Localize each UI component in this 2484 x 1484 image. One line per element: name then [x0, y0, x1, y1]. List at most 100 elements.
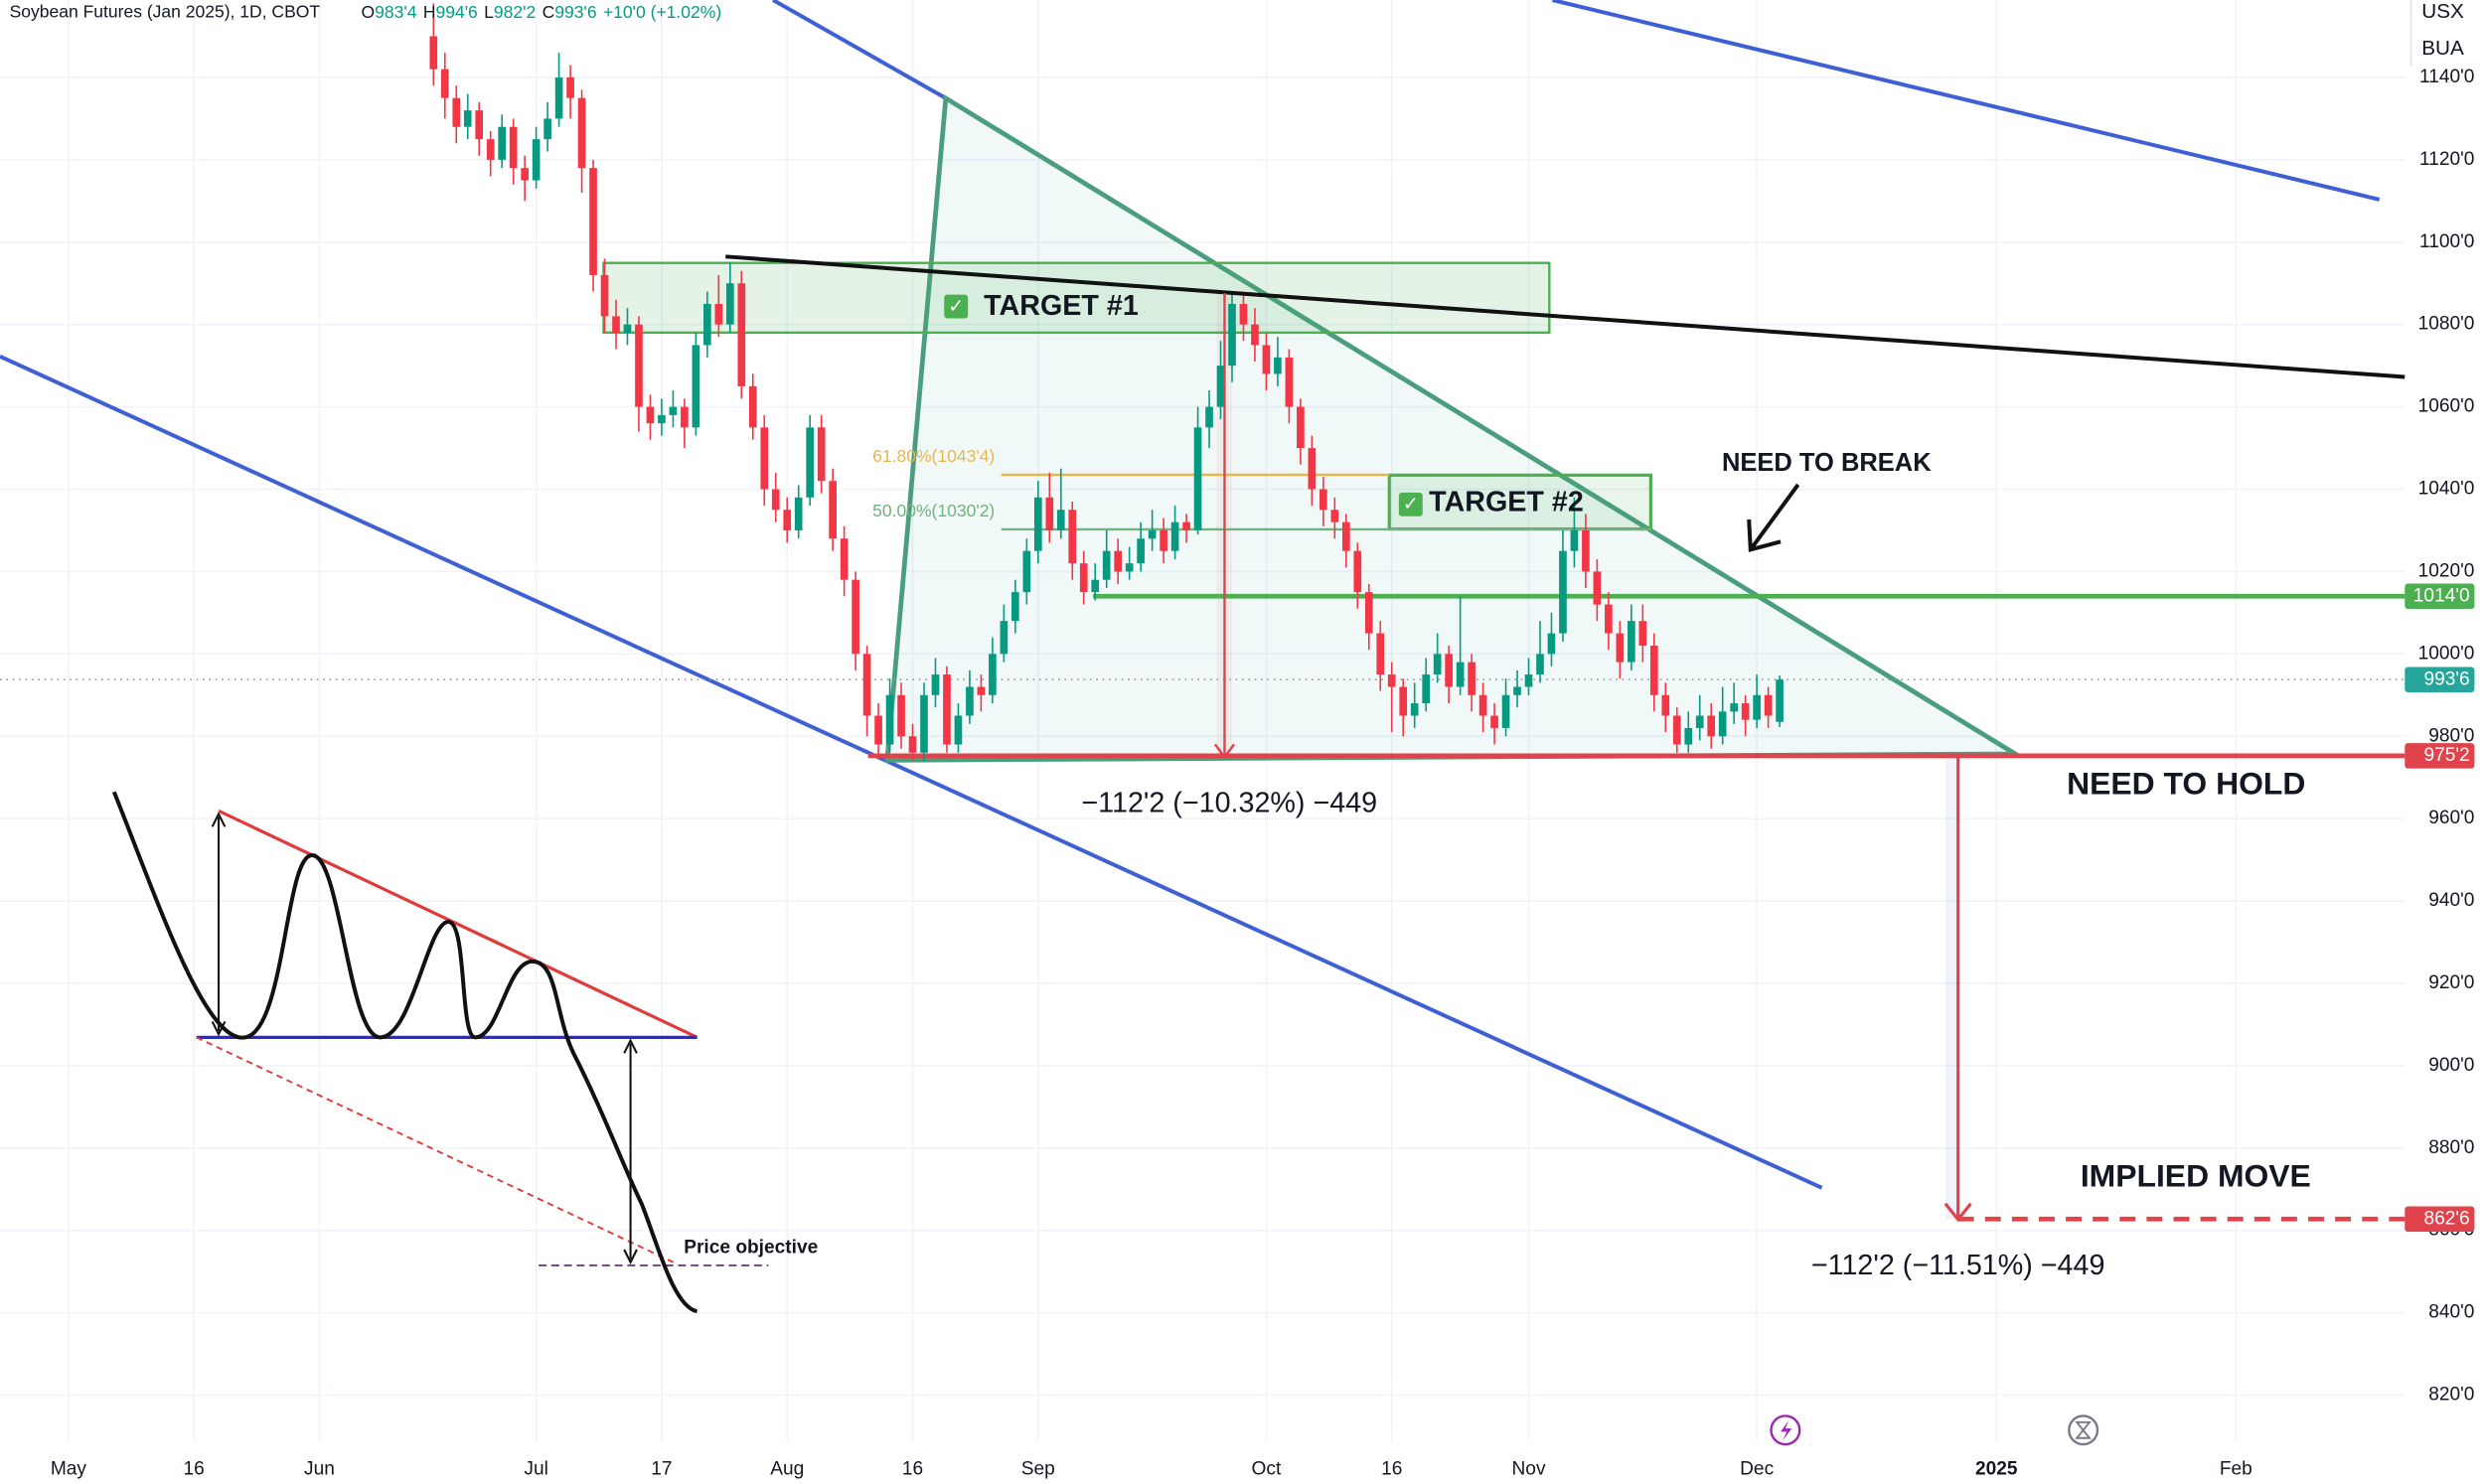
x-tick-label: Feb	[2220, 1459, 2252, 1480]
candle-body	[1490, 715, 1498, 728]
price-label: 1014'0	[2413, 585, 2470, 606]
ohlc-key: O	[362, 1, 376, 21]
candle-body	[589, 168, 597, 275]
price-label-box	[2405, 583, 2475, 610]
candle-body	[1422, 674, 1431, 704]
price-label-box	[2405, 667, 2475, 692]
candle-body	[1649, 646, 1658, 695]
y-tick-label: 1000'0	[2418, 643, 2475, 664]
check-icon	[944, 294, 969, 319]
candle-body	[794, 497, 803, 530]
candle-body	[532, 139, 541, 181]
candle-body	[1718, 711, 1727, 737]
x-tick-label: 16	[1381, 1459, 1402, 1480]
candle-body	[1570, 529, 1579, 551]
candle-body	[1274, 357, 1282, 374]
y-tick-label: 920'0	[2428, 972, 2474, 993]
candle-body	[1730, 703, 1739, 712]
x-tick-label: Jun	[304, 1459, 335, 1480]
target-label: TARGET #2	[1429, 487, 1584, 519]
candle-body	[703, 303, 711, 346]
candle-body	[908, 736, 917, 753]
candle-body	[658, 414, 666, 424]
candle-body	[1205, 406, 1213, 428]
candle-body	[897, 694, 905, 737]
change: +10'0 (+1.02%)	[603, 1, 721, 21]
candles	[429, 3, 1784, 762]
candle-body	[1387, 674, 1396, 687]
event-icon[interactable]	[1770, 1414, 1801, 1446]
candle-body	[440, 69, 449, 98]
event-icon-glyph	[2075, 1420, 2092, 1439]
candle-body	[1536, 654, 1544, 675]
candle-body	[1376, 633, 1385, 675]
channel-line	[772, 0, 947, 100]
candle-body	[543, 118, 551, 140]
pointer-arrow	[1749, 483, 1800, 551]
candle-body	[1433, 654, 1442, 675]
annotation: NEED TO HOLD	[2067, 765, 2305, 801]
candle-body	[1672, 715, 1681, 745]
pattern-inset: Price objective	[111, 791, 818, 1314]
candle-body	[429, 36, 438, 70]
candle-body	[1764, 694, 1773, 716]
inset-curve	[111, 791, 699, 1314]
candle-body	[760, 427, 769, 490]
price-label: 862'6	[2423, 1208, 2469, 1229]
ohlc-key: C	[543, 1, 555, 21]
target-label: TARGET #1	[984, 290, 1139, 322]
candle-body	[783, 510, 792, 530]
event-icon[interactable]	[2068, 1414, 2099, 1446]
x-tick-label: 16	[902, 1459, 923, 1480]
candle-body	[1456, 662, 1465, 687]
candle-body	[725, 283, 734, 325]
candle-body	[989, 654, 997, 695]
candle-body	[1000, 621, 1009, 655]
currency[interactable]: USX	[2421, 0, 2464, 23]
x-tick-label: Dec	[1740, 1459, 1774, 1480]
measure-label: −112'2 (−10.32%) −449	[1081, 788, 1377, 819]
candle-body	[1445, 654, 1453, 687]
candle-body	[1707, 715, 1716, 737]
check-icon	[1398, 492, 1423, 517]
candle-body	[737, 283, 746, 386]
price-label-box	[2405, 743, 2475, 769]
candle-body	[1216, 366, 1225, 407]
unit[interactable]: BUA	[2421, 37, 2464, 60]
candle-body	[1285, 357, 1294, 407]
candle-body	[1364, 592, 1373, 634]
candle-body	[521, 168, 529, 181]
candle-body	[1239, 303, 1248, 325]
channel-line	[0, 354, 1823, 1190]
candle-body	[692, 345, 700, 428]
candle-body	[1468, 662, 1475, 695]
candle-body	[1501, 694, 1510, 728]
candle-body	[577, 97, 586, 169]
candle-body	[509, 126, 518, 169]
axes: 820'0840'0860'0880'0900'0920'0940'0960'0…	[51, 67, 2475, 1480]
candle-body	[1605, 604, 1613, 634]
candle-body	[681, 406, 689, 428]
candle-body	[1547, 633, 1556, 655]
candle-body	[1593, 571, 1602, 605]
candle-body	[862, 654, 871, 716]
candle-body	[1170, 521, 1179, 551]
candle-body	[1228, 303, 1236, 367]
y-tick-label: 1060'0	[2418, 396, 2475, 417]
y-tick-label: 820'0	[2428, 1385, 2474, 1406]
candle-body	[1353, 550, 1362, 593]
candle-body	[646, 406, 655, 424]
candle-body	[1160, 529, 1167, 551]
x-tick-label: 17	[651, 1459, 672, 1480]
check-mark: ✓	[1403, 495, 1419, 516]
channel-line	[1552, 0, 2381, 202]
candle-body	[1125, 563, 1134, 572]
unit-panel	[2410, 0, 2484, 67]
y-tick-label: 1020'0	[2418, 560, 2475, 581]
candle-body	[1262, 345, 1271, 374]
y-tick-label: 1100'0	[2419, 231, 2474, 252]
annotation: IMPLIED MOVE	[2081, 1158, 2311, 1194]
candle-body	[1068, 510, 1077, 564]
candle-body	[771, 489, 780, 511]
candle-body	[977, 686, 986, 695]
